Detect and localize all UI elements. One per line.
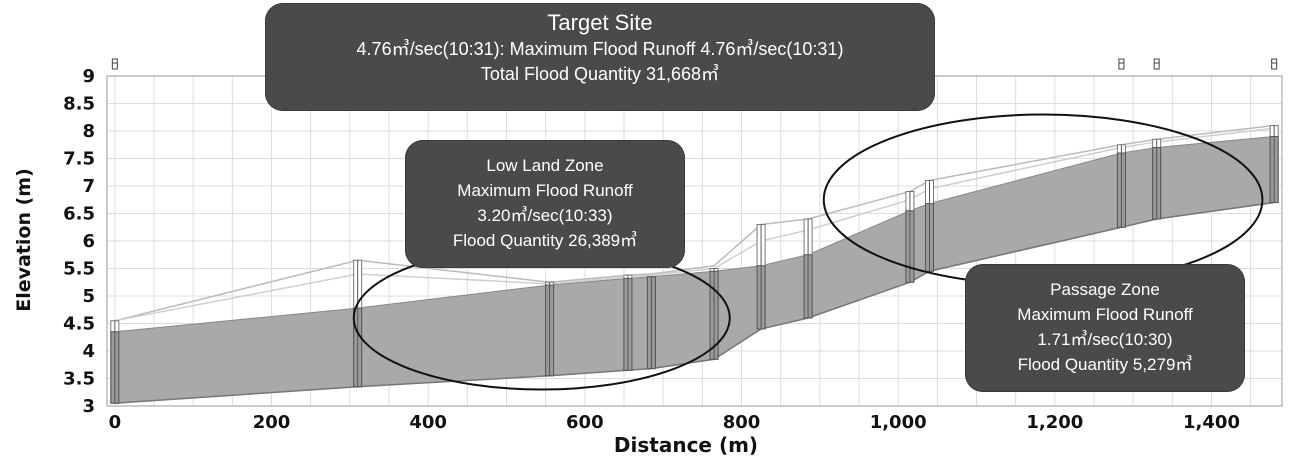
y-axis-title: Elevation (m) xyxy=(13,168,35,312)
low-land-title: Low Land Zone xyxy=(486,156,604,175)
structure-0 xyxy=(110,320,120,404)
low-land-zone-callout: Low Land Zone Maximum Flood Runoff 3.20㎥… xyxy=(405,140,685,268)
y-tick-label-4: 5 xyxy=(82,286,95,307)
y-tick-label-7: 6.5 xyxy=(63,204,95,225)
structure-4 xyxy=(646,276,656,370)
x-tick-label-6: 1,200 xyxy=(1026,412,1083,433)
top-marker-1 xyxy=(1118,58,1125,70)
x-tick-label-0: 0 xyxy=(109,412,122,433)
x-tick-label-1: 200 xyxy=(253,412,291,433)
x-tick-labels: 0 200 400 600 800 1,000 1,200 1,400 xyxy=(109,412,1240,433)
x-tick-label-5: 1,000 xyxy=(870,412,927,433)
y-tick-label-1: 3.5 xyxy=(63,369,95,390)
top-marker-box-3 xyxy=(1271,58,1278,70)
top-marker-2 xyxy=(1153,58,1160,70)
y-tick-label-10: 8 xyxy=(82,121,95,142)
top-markers xyxy=(111,58,1278,70)
x-axis-title: Distance (m) xyxy=(614,433,758,457)
low-land-quantity: Flood Quantity 26,389㎥ xyxy=(452,231,638,250)
structure-6 xyxy=(756,224,766,330)
x-tick-label-4: 800 xyxy=(723,412,761,433)
target-site-runoff: 4.76㎥/sec(10:31): Maximum Flood Runoff 4… xyxy=(356,39,844,59)
passage-runoff-value: 1.71㎥/sec(10:30) xyxy=(1037,330,1173,349)
structure-11 xyxy=(1152,138,1162,220)
top-marker-box-1 xyxy=(1118,58,1125,70)
structure-7 xyxy=(803,218,813,319)
top-marker-3 xyxy=(1271,58,1278,70)
y-tick-label-12: 9 xyxy=(82,66,95,87)
structure-3 xyxy=(623,274,633,371)
y-tick-label-0: 3 xyxy=(82,396,95,417)
y-tick-label-2: 4 xyxy=(82,341,95,362)
x-tick-label-2: 400 xyxy=(409,412,447,433)
y-tick-label-9: 7.5 xyxy=(63,149,95,170)
target-site-quantity: Total Flood Quantity 31,668㎥ xyxy=(480,64,720,84)
cross-section-structures xyxy=(110,125,1279,404)
y-tick-label-8: 7 xyxy=(82,176,95,197)
structure-2 xyxy=(545,281,555,377)
x-tick-label-3: 600 xyxy=(566,412,604,433)
top-marker-0 xyxy=(111,58,118,70)
passage-runoff-label: Maximum Flood Runoff xyxy=(1017,305,1193,324)
passage-zone-callout: Passage Zone Maximum Flood Runoff 1.71㎥/… xyxy=(965,264,1245,392)
passage-quantity: Flood Quantity 5,279㎥ xyxy=(1017,355,1193,374)
target-site-callout: Target Site 4.76㎥/sec(10:31): Maximum Fl… xyxy=(265,3,935,111)
y-tick-label-6: 6 xyxy=(82,231,95,252)
target-site-title: Target Site xyxy=(547,10,653,35)
top-marker-box-0 xyxy=(111,58,118,70)
structure-5 xyxy=(709,268,719,360)
passage-title: Passage Zone xyxy=(1050,280,1160,299)
y-tick-label-3: 4.5 xyxy=(63,314,95,335)
y-tick-label-5: 5.5 xyxy=(63,259,95,280)
low-land-runoff-label: Maximum Flood Runoff xyxy=(457,181,633,200)
structure-12 xyxy=(1269,125,1279,203)
x-tick-label-7: 1,400 xyxy=(1183,412,1240,433)
structure-9 xyxy=(925,180,934,272)
y-tick-label-11: 8.5 xyxy=(63,94,95,115)
y-tick-labels: 3 3.5 4 4.5 5 5.5 6 6.5 7 7.5 8 8.5 9 xyxy=(63,66,95,417)
top-marker-box-2 xyxy=(1153,58,1160,70)
structure-8 xyxy=(905,191,915,283)
low-land-runoff-value: 3.20㎥/sec(10:33) xyxy=(477,206,613,225)
structure-10 xyxy=(1116,144,1126,228)
